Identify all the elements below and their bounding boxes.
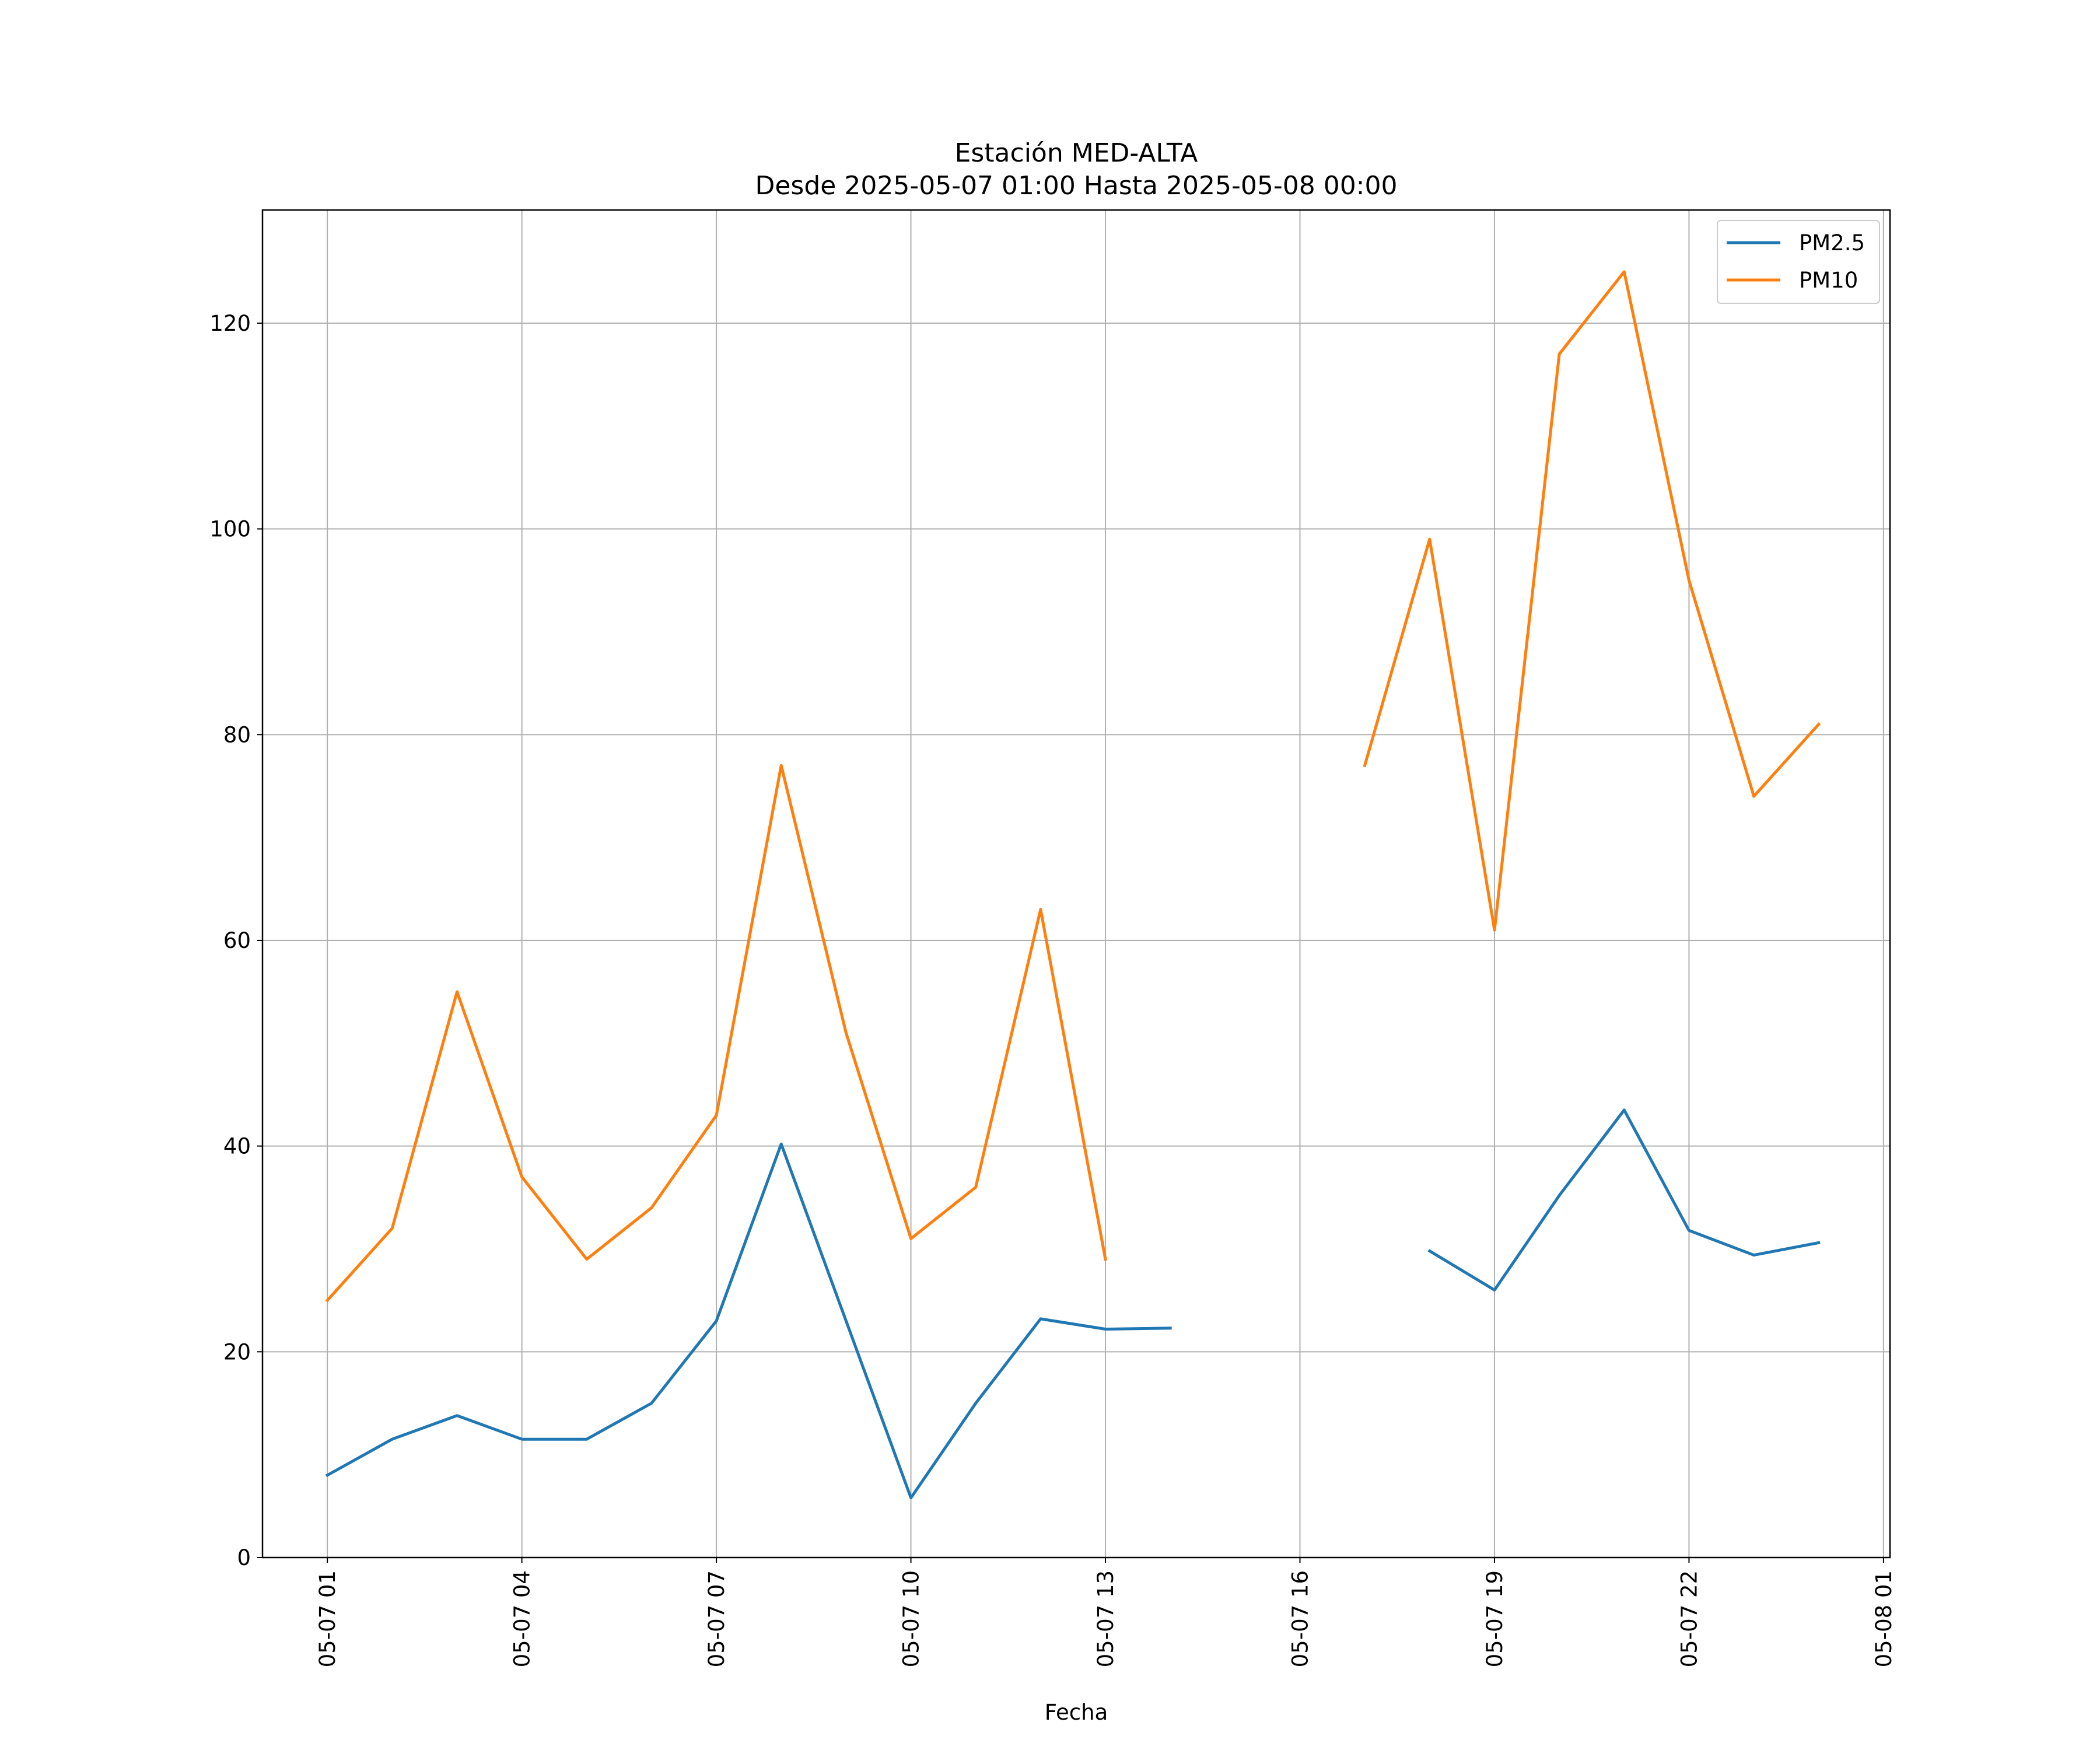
legend-label-pm10: PM10	[1799, 268, 1858, 293]
series-lines	[325, 270, 1821, 1500]
y-tick-label: 0	[237, 1545, 251, 1570]
chart-title-line-2: Desde 2025-05-07 01:00 Hasta 2025-05-08 …	[755, 171, 1397, 201]
legend: PM2.5 PM10	[1717, 220, 1880, 304]
x-tick-label: 05-07 07	[704, 1570, 729, 1667]
y-tick-label: 20	[223, 1339, 251, 1364]
series-line-pm25	[1427, 1108, 1821, 1292]
x-tick-label: 05-07 10	[899, 1570, 924, 1667]
chart-title-line-1: Estación MED-ALTA	[955, 138, 1198, 168]
legend-label-pm25: PM2.5	[1799, 230, 1865, 256]
x-axis-label: Fecha	[1045, 1700, 1108, 1725]
x-tick-label: 05-07 19	[1482, 1570, 1507, 1667]
x-tick-label: 05-07 01	[315, 1570, 340, 1667]
x-tick-label: 05-07 16	[1287, 1570, 1312, 1667]
x-tick-label: 05-07 13	[1093, 1570, 1118, 1667]
y-tick-label: 60	[223, 928, 251, 953]
y-axis-ticks: 0 20 40 60 80 100 120	[209, 311, 262, 1570]
x-tick-label: 05-07 22	[1676, 1570, 1702, 1667]
x-tick-label: 05-08 01	[1871, 1570, 1896, 1667]
series-line-pm10	[325, 764, 1107, 1303]
series-line-pm10	[1363, 270, 1821, 932]
x-axis-ticks: 05-07 01 05-07 04 05-07 07 05-07 10 05-07 13…	[315, 1558, 1896, 1667]
y-tick-label: 80	[223, 722, 251, 747]
y-tick-label: 120	[209, 311, 251, 336]
y-tick-label: 100	[209, 517, 251, 542]
grid-lines	[262, 210, 1890, 1558]
series-line-pm25	[325, 1142, 1172, 1500]
y-tick-label: 40	[223, 1134, 251, 1159]
x-tick-label: 05-07 04	[510, 1570, 535, 1667]
plot-frame	[261, 209, 1891, 1559]
